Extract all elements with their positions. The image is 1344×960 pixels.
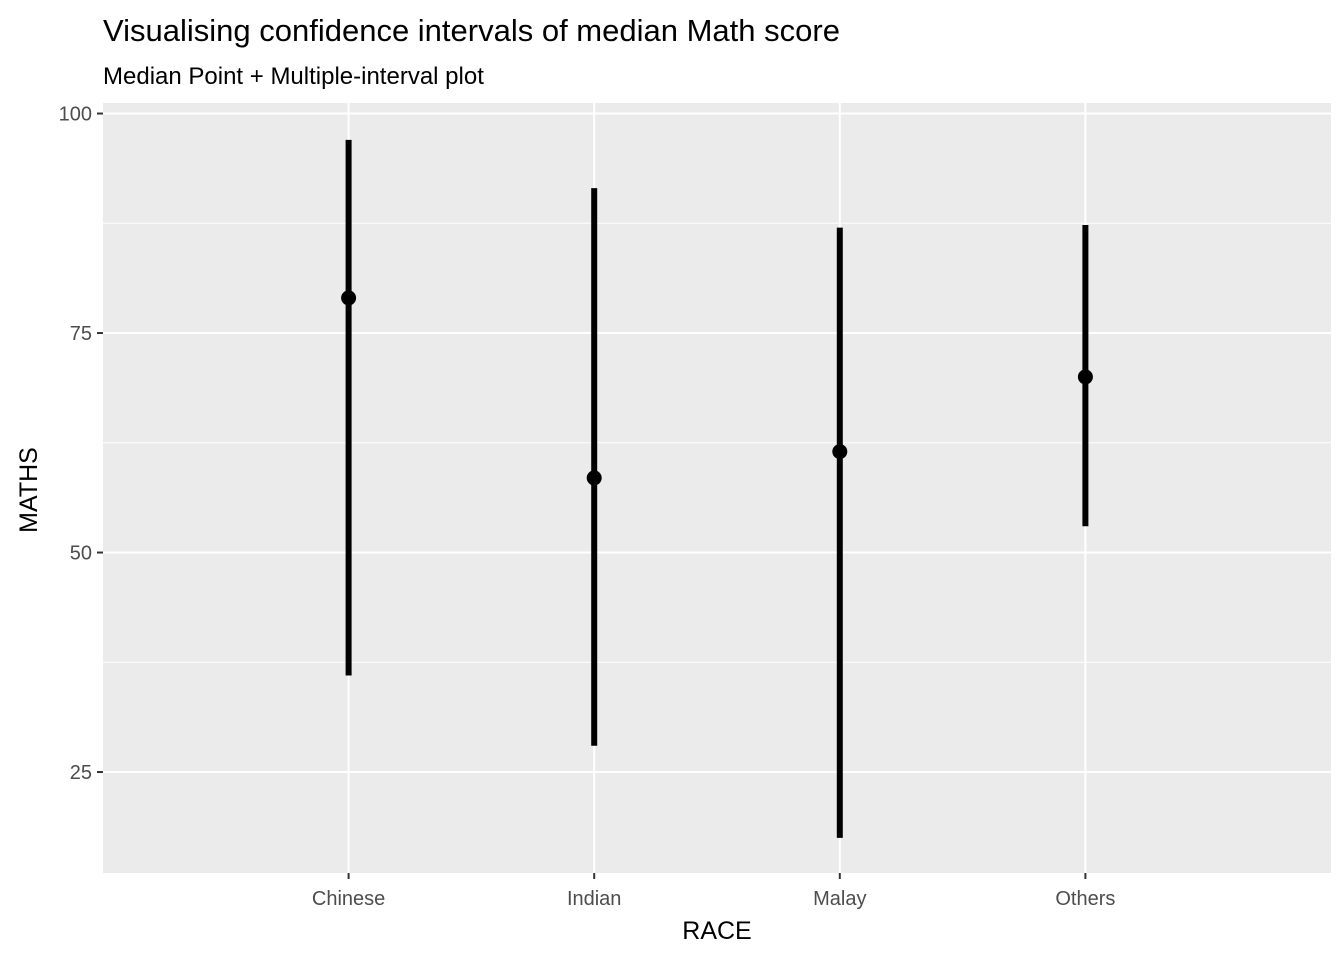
median-point-chinese <box>341 290 357 306</box>
x-tick-label: Others <box>1055 888 1115 910</box>
chart-title: Visualising confidence intervals of medi… <box>103 13 840 48</box>
x-tick-label: Malay <box>813 888 866 910</box>
y-tick-label: 100 <box>59 104 92 126</box>
y-tick-label: 75 <box>70 323 92 345</box>
grid-minor <box>103 222 1331 663</box>
marks <box>341 139 1093 838</box>
x-axis: Chinese Indian Malay Others <box>312 873 1115 910</box>
x-axis-title: RACE <box>682 917 751 945</box>
y-tick-label: 25 <box>70 762 92 784</box>
y-tick-label: 50 <box>70 543 92 565</box>
median-point-malay <box>832 444 848 460</box>
plot-panel <box>103 103 1331 873</box>
x-tick-label: Indian <box>567 888 622 910</box>
y-axis-title: MATHS <box>15 447 43 533</box>
x-tick-label: Chinese <box>312 888 385 910</box>
y-axis: 25 50 75 100 <box>59 104 103 784</box>
chart-subtitle: Median Point + Multiple-interval plot <box>103 63 484 90</box>
median-point-others <box>1077 369 1093 385</box>
median-point-indian <box>586 470 602 486</box>
